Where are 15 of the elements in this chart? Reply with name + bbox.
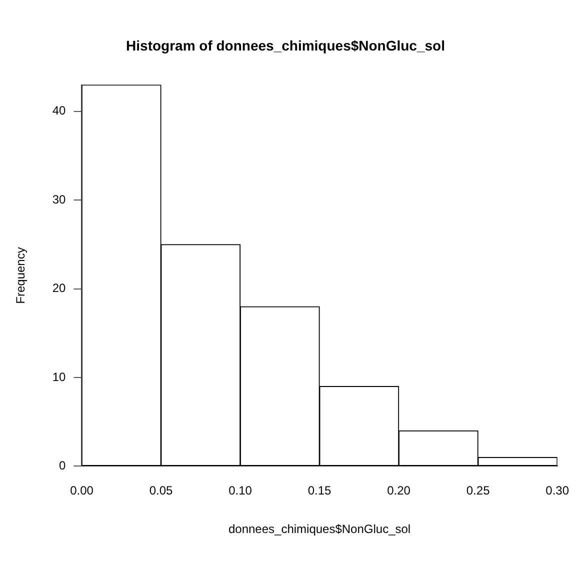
x-tick-label: 0.00	[70, 484, 94, 498]
x-tick-label: 0.25	[466, 484, 490, 498]
y-tick-label: 40	[52, 104, 66, 118]
y-axis-title: Frequency	[14, 247, 28, 304]
chart-title: Histogram of donnees_chimiques$NonGluc_sol	[126, 37, 445, 54]
x-tick-label: 0.10	[228, 484, 252, 498]
y-tick-label: 0	[59, 458, 66, 473]
x-tick-label: 0.30	[546, 484, 570, 498]
x-tick-label: 0.20	[387, 484, 411, 498]
x-tick-label: 0.05	[149, 484, 174, 498]
x-axis-title: donnees_chimiques$NonGluc_sol	[228, 522, 411, 536]
y-tick-label: 20	[52, 281, 66, 296]
y-tick-label: 30	[52, 192, 66, 206]
y-tick-label: 10	[52, 370, 66, 384]
x-tick-label: 0.15	[308, 484, 332, 498]
